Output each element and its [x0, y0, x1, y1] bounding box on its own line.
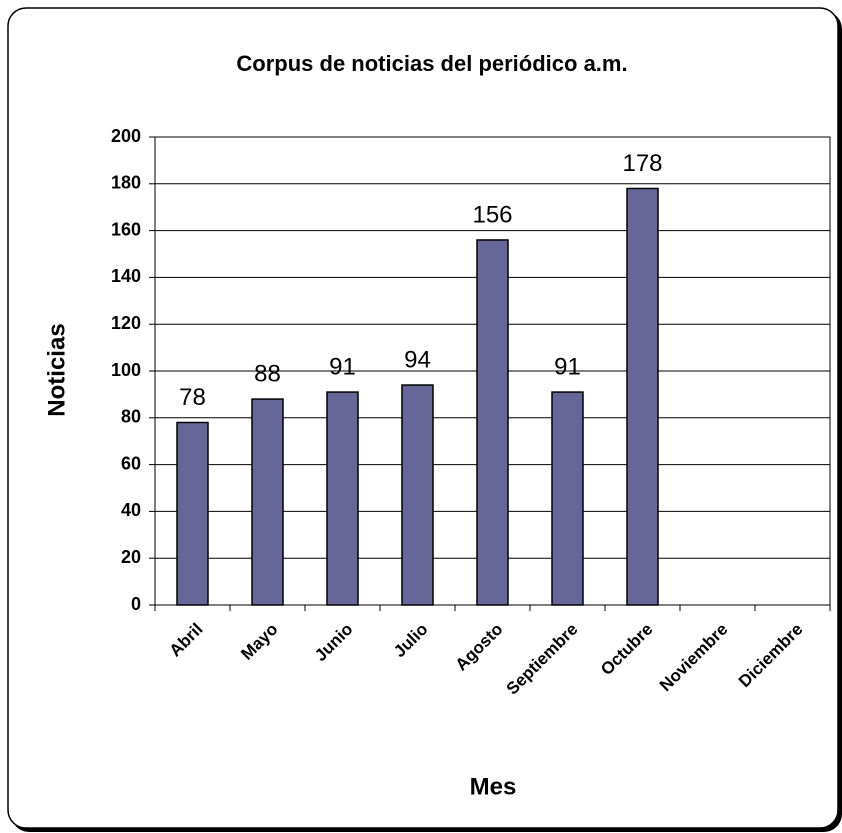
y-tick-label: 200 — [111, 126, 141, 146]
y-tick-label: 40 — [121, 500, 141, 520]
y-tick-label: 60 — [121, 453, 141, 473]
data-label: 91 — [329, 353, 356, 380]
y-tick-label: 140 — [111, 266, 141, 286]
bar — [326, 391, 359, 606]
bar — [251, 398, 284, 606]
bar — [401, 384, 434, 606]
data-label: 178 — [622, 150, 662, 177]
x-axis-title: Mes — [470, 773, 517, 800]
data-label: 94 — [404, 346, 431, 373]
y-tick-label: 180 — [111, 173, 141, 193]
data-label: 88 — [254, 360, 281, 387]
y-tick-label: 20 — [121, 547, 141, 567]
bar — [551, 391, 584, 606]
chart-title: Corpus de noticias del periódico a.m. — [236, 51, 627, 76]
y-tick-label: 160 — [111, 219, 141, 239]
data-label: 91 — [554, 353, 581, 380]
y-tick-label: 120 — [111, 313, 141, 333]
y-tick-label: 0 — [131, 594, 141, 614]
bar — [176, 421, 209, 606]
bar — [626, 187, 659, 606]
y-tick-label: 80 — [121, 407, 141, 427]
data-label: 156 — [472, 201, 512, 228]
y-tick-label: 100 — [111, 360, 141, 380]
y-axis-title: Noticias — [43, 323, 70, 416]
data-label: 78 — [179, 384, 206, 411]
bar — [476, 239, 509, 606]
